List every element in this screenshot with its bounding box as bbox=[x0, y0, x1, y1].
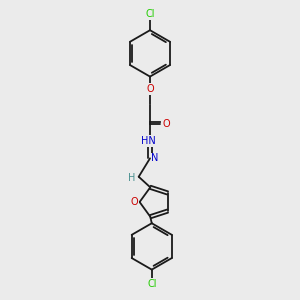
Text: Cl: Cl bbox=[147, 279, 157, 289]
Text: Cl: Cl bbox=[145, 10, 155, 20]
Text: O: O bbox=[130, 197, 138, 207]
Text: H: H bbox=[128, 173, 136, 183]
Text: O: O bbox=[163, 119, 170, 129]
Text: N: N bbox=[152, 153, 159, 163]
Text: HN: HN bbox=[141, 136, 156, 146]
Text: O: O bbox=[146, 84, 154, 94]
